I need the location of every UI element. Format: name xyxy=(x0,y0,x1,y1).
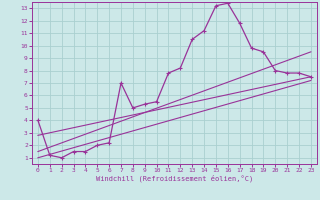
X-axis label: Windchill (Refroidissement éolien,°C): Windchill (Refroidissement éolien,°C) xyxy=(96,175,253,182)
